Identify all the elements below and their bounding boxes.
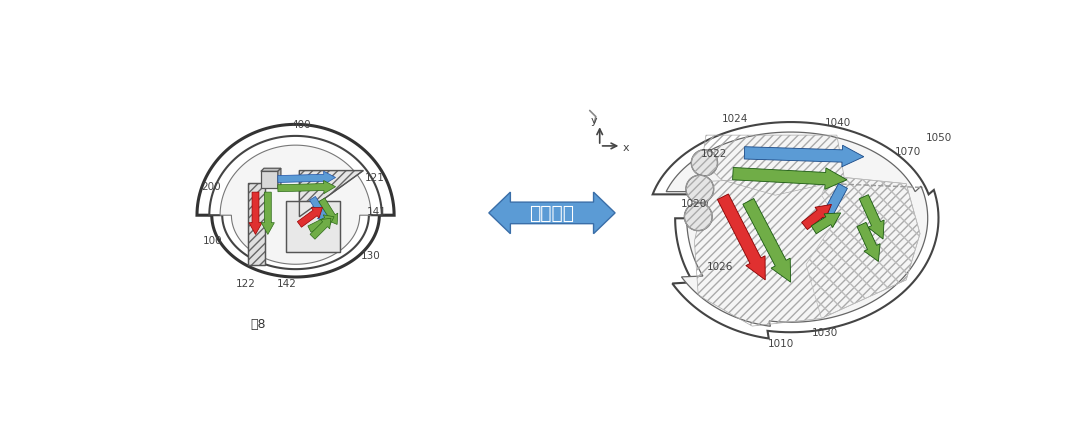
Polygon shape	[249, 193, 262, 235]
Text: 1010: 1010	[768, 338, 795, 348]
Polygon shape	[860, 195, 885, 240]
Polygon shape	[261, 193, 274, 235]
Polygon shape	[308, 215, 334, 233]
Polygon shape	[278, 172, 336, 185]
Text: 400: 400	[292, 120, 311, 130]
Polygon shape	[261, 172, 278, 189]
Text: 121: 121	[365, 172, 384, 182]
Polygon shape	[278, 169, 281, 189]
Circle shape	[691, 151, 717, 177]
Polygon shape	[801, 205, 832, 230]
Text: 1040: 1040	[825, 118, 851, 128]
Text: y: y	[591, 115, 597, 125]
Polygon shape	[717, 194, 766, 280]
Polygon shape	[744, 146, 864, 168]
Text: 1050: 1050	[926, 133, 951, 143]
Text: 1020: 1020	[681, 198, 707, 208]
Text: 1024: 1024	[723, 114, 748, 124]
Polygon shape	[856, 223, 880, 262]
Circle shape	[685, 204, 712, 231]
Polygon shape	[652, 123, 939, 339]
Polygon shape	[286, 202, 340, 253]
Text: 图8: 图8	[251, 317, 267, 330]
Polygon shape	[278, 181, 336, 194]
Polygon shape	[261, 169, 281, 172]
Polygon shape	[247, 184, 265, 266]
Polygon shape	[666, 133, 928, 326]
Text: 141: 141	[367, 207, 387, 217]
Polygon shape	[210, 137, 382, 270]
Text: 200: 200	[201, 181, 220, 191]
Polygon shape	[220, 146, 372, 265]
Text: 1070: 1070	[894, 146, 921, 156]
Text: 100: 100	[203, 235, 222, 245]
Polygon shape	[743, 199, 791, 283]
Polygon shape	[732, 168, 847, 190]
Polygon shape	[299, 171, 363, 217]
Text: 1030: 1030	[812, 328, 838, 338]
Polygon shape	[319, 198, 338, 225]
Text: 近似等效: 近似等效	[529, 204, 575, 223]
Text: 1026: 1026	[706, 261, 733, 271]
Text: 142: 142	[276, 278, 296, 288]
Text: 122: 122	[235, 278, 256, 288]
Polygon shape	[822, 184, 848, 227]
Text: 130: 130	[361, 251, 381, 261]
Polygon shape	[197, 125, 394, 277]
Polygon shape	[811, 214, 840, 234]
Polygon shape	[489, 193, 616, 234]
Circle shape	[686, 176, 714, 204]
Polygon shape	[310, 197, 328, 224]
Text: x: x	[622, 142, 630, 152]
Text: 1022: 1022	[701, 148, 727, 158]
Polygon shape	[297, 208, 323, 228]
Polygon shape	[310, 219, 330, 240]
